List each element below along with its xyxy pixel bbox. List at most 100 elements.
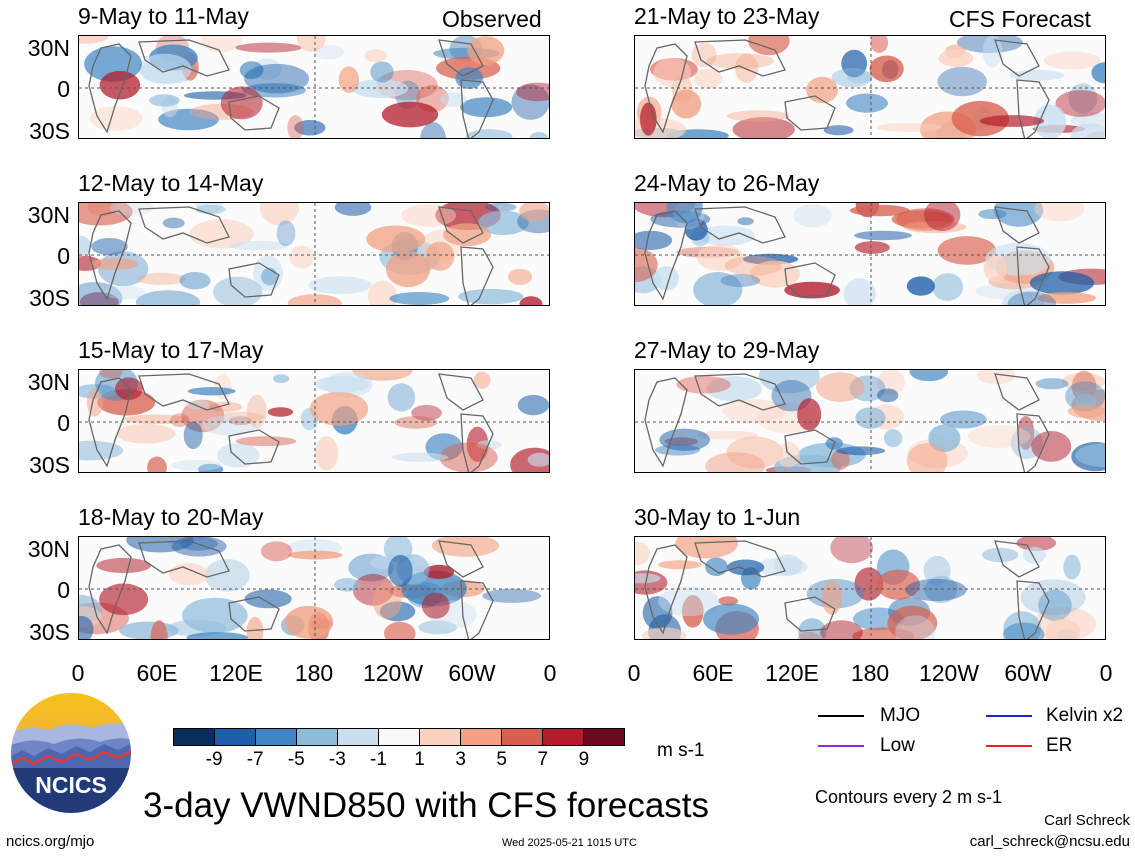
colorbar-units: m s-1 [657,740,705,761]
anomaly-blob [887,605,938,639]
anomaly-blob [220,86,263,120]
anomaly-blob [706,53,775,69]
map-panel-fc-4 [634,536,1106,640]
anomaly-blob [693,272,743,305]
anomaly-blob [519,203,549,222]
anomaly-blob [86,388,103,417]
anomaly-blob [389,292,450,305]
anomaly-blob [758,370,820,394]
lat-label-30n: 30N [27,369,70,395]
anomaly-blob [259,203,299,226]
anomaly-blob [823,125,854,136]
lon-label: 0 [71,660,85,686]
coastline [460,413,494,472]
anomaly-blob [635,247,658,282]
anomaly-blob [737,217,754,226]
lat-label-eq: 0 [57,76,70,102]
anomaly-blob [724,256,782,276]
anomaly-blob [1055,90,1105,117]
lon-label: 120E [209,660,263,686]
anomaly-blob [187,387,236,396]
anomaly-blob [1063,554,1081,580]
anomaly-blob [1029,271,1095,295]
anomaly-blob [381,101,439,128]
coastline [138,540,230,578]
lat-label-30s: 30S [29,619,70,645]
anomaly-blob [162,217,185,229]
anomaly-blob [1068,83,1098,114]
lon-label: 0 [1099,660,1113,686]
anomaly-blob [244,63,310,94]
anomaly-blob [216,443,260,468]
anomaly-blob [79,235,91,256]
anomaly-blob [334,203,372,216]
anomaly-blob [1043,51,1101,70]
colorbar-swatch [215,729,256,745]
coastline [138,206,230,244]
colorbar [173,728,625,746]
colorbar-tick-label: 3 [455,749,466,770]
anomaly-blob [653,266,679,291]
anomaly-blob [1038,589,1072,622]
anomaly-blob [425,241,455,271]
colorbar-tick-label: -1 [370,749,387,770]
anomaly-blob [116,424,176,444]
anomaly-blob [519,296,543,305]
coastline [1016,413,1050,472]
lon-label: 180 [294,660,334,686]
coastline [644,210,688,301]
legend-mjo-line [818,715,864,717]
anomaly-blob [1033,104,1067,138]
lat-label-30s: 30S [29,118,70,144]
coastline [88,544,132,635]
anomaly-blob [287,115,304,138]
anomaly-blob [854,567,884,601]
coastline [460,246,494,305]
lat-label-30n: 30N [27,202,70,228]
anomaly-blob [722,399,786,424]
map-panel-fc-2 [634,202,1106,306]
anomaly-blob [1037,292,1096,304]
anomaly-blob [694,68,723,89]
colorbar-swatch [502,729,543,745]
anomaly-blob [473,371,491,389]
anomaly-blob [228,416,252,426]
anomaly-blob [294,120,326,136]
anomaly-blob [214,374,232,400]
anomaly-blob [201,415,257,436]
anomaly-blob [204,559,250,592]
anomaly-blob [895,615,936,639]
ncics-link[interactable]: ncics.org/mjo [6,833,95,850]
lon-label: 60W [448,660,496,686]
colorbar-tick-label: 7 [537,749,549,770]
anomaly-blob [798,618,827,639]
anomaly-blob [732,117,795,138]
anomaly-blob [951,100,1010,137]
anomaly-blob [183,421,203,450]
anomaly-blob [635,573,661,584]
map-panel-obs-2 [78,202,550,306]
map-panel-fc-1 [634,35,1106,139]
anomaly-blob [797,398,822,431]
anomaly-blob [440,92,467,107]
colorbar-swatch [379,729,420,745]
author-email[interactable]: carl_schreck@ncsu.edu [969,833,1130,850]
anomaly-blob [843,278,876,305]
anomaly-blob [640,102,657,136]
legend-kelvin-line [986,715,1032,717]
anomaly-blob [1075,443,1105,468]
anomaly-blob [870,36,889,53]
anomaly-blob [983,254,1008,283]
anomaly-blob [482,588,541,603]
colorbar-tick-label: -7 [246,749,264,770]
anomaly-blob [276,220,296,247]
legend-er-line [986,745,1032,747]
anomaly-blob [79,36,109,44]
map-panel-obs-4 [78,536,550,640]
anomaly-blob [676,375,731,394]
anomaly-blob [698,225,755,246]
anomaly-blob [171,459,223,471]
colorbar-swatch [256,729,297,745]
anomaly-blob [1034,203,1085,222]
colorbar-swatch [174,729,215,745]
